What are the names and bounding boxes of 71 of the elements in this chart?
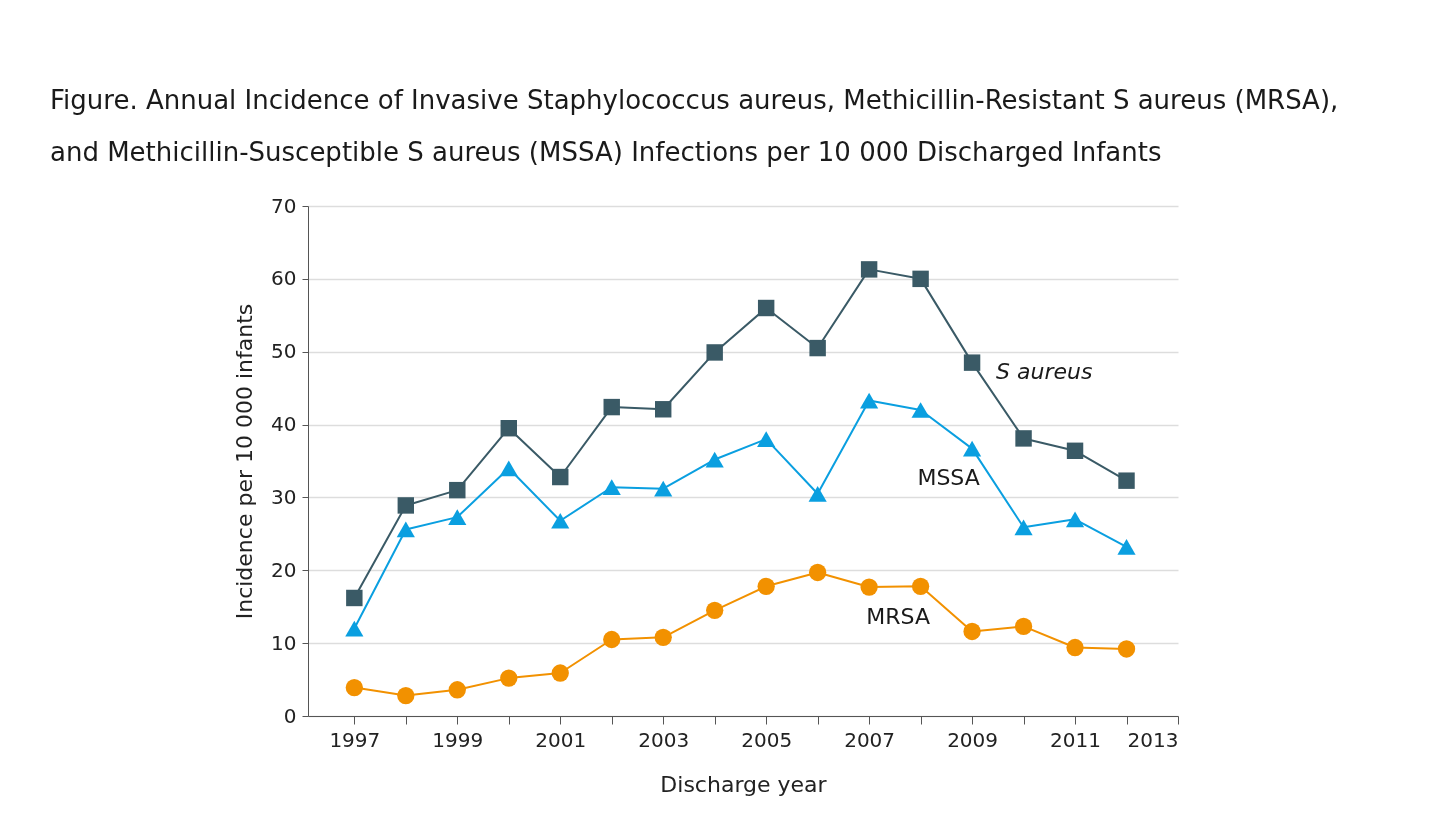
series-label: MSSA <box>917 465 980 490</box>
point <box>963 354 981 371</box>
point <box>603 398 620 416</box>
point <box>860 578 878 596</box>
point <box>1014 519 1033 536</box>
point <box>1066 638 1084 657</box>
point <box>500 669 518 687</box>
point <box>860 261 878 278</box>
point <box>603 630 621 649</box>
point <box>397 497 415 514</box>
point <box>551 512 570 529</box>
x-axis-title: Discharge year <box>660 771 828 797</box>
y-tick-label: 60 <box>271 266 297 291</box>
point <box>912 270 929 288</box>
point <box>705 451 724 468</box>
x-tick-label: 2009 <box>947 727 999 752</box>
point <box>552 468 569 486</box>
point <box>397 686 415 705</box>
x-tick-label: 1999 <box>432 727 484 752</box>
point <box>1065 511 1085 528</box>
point <box>449 481 466 499</box>
point <box>963 622 981 641</box>
y-tick-label: 10 <box>271 630 297 655</box>
y-tick-label: 0 <box>283 703 297 728</box>
point <box>345 620 364 637</box>
point <box>551 664 569 682</box>
chart-title: Figure. Annual Incidence of Invasive Staphylococcus aureus, Methicillin-Resistant S aureus (MRSA), and Methicillin-Susceptible S aureus (MSSA) Infections per 10 000 Discharged Infants <box>50 85 1339 167</box>
point <box>1066 442 1084 460</box>
y-axis-title: Incidence per 10 000 infants <box>232 303 258 620</box>
y-tick-label: 20 <box>271 557 297 582</box>
point <box>808 563 827 582</box>
point <box>1015 430 1032 447</box>
point <box>911 402 930 418</box>
point <box>500 420 517 437</box>
point <box>808 485 827 502</box>
series-label: S aureus <box>996 358 1093 384</box>
point <box>396 521 415 538</box>
point <box>757 299 775 317</box>
point <box>654 628 672 646</box>
point <box>809 339 826 357</box>
series-label: MRSA <box>866 604 930 630</box>
point <box>345 678 363 697</box>
point <box>706 344 723 361</box>
point <box>757 577 775 595</box>
point <box>1117 640 1136 658</box>
point <box>860 392 879 409</box>
point <box>448 509 467 525</box>
x-tick-label: 2013 <box>1127 727 1179 752</box>
point <box>499 460 518 477</box>
x-tick-label: 2005 <box>741 727 793 752</box>
point <box>1117 539 1136 555</box>
point <box>706 601 724 619</box>
point <box>911 577 930 595</box>
y-tick-label: 50 <box>271 339 297 364</box>
x-tick-label: 1997 <box>329 727 381 752</box>
point <box>346 589 363 607</box>
y-tick-label: 70 <box>271 193 297 218</box>
point <box>1118 472 1135 489</box>
x-tick-label: 2011 <box>1050 727 1101 752</box>
y-tick-label: 30 <box>271 484 297 509</box>
y-tick-label: 40 <box>271 412 297 437</box>
x-tick-label: 2001 <box>535 727 587 752</box>
point <box>448 681 466 699</box>
point <box>1014 617 1033 636</box>
point <box>757 431 776 448</box>
point <box>602 479 621 496</box>
point <box>654 480 673 497</box>
x-tick-label: 2007 <box>844 727 896 752</box>
point <box>654 401 672 418</box>
x-tick-label: 2003 <box>638 727 690 752</box>
point <box>963 440 982 457</box>
